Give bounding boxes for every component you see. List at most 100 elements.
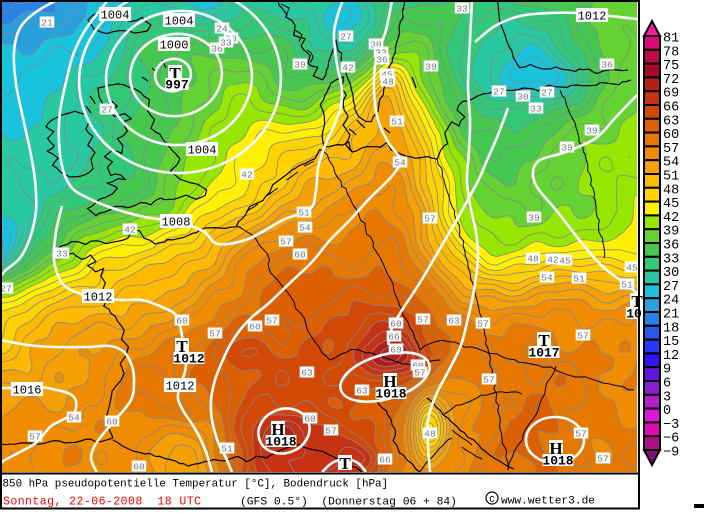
svg-text:63: 63 — [356, 386, 368, 397]
svg-text:21: 21 — [663, 308, 679, 323]
svg-text:1012: 1012 — [166, 380, 195, 394]
svg-text:27: 27 — [493, 87, 504, 98]
svg-text:1012: 1012 — [173, 352, 204, 367]
svg-text:48: 48 — [382, 77, 394, 88]
svg-text:60: 60 — [390, 319, 402, 330]
svg-text:51: 51 — [221, 444, 233, 455]
svg-text:6: 6 — [663, 377, 671, 392]
svg-text:30: 30 — [370, 40, 382, 51]
svg-text:48: 48 — [424, 429, 436, 440]
svg-text:60: 60 — [663, 128, 679, 143]
svg-text:C: C — [489, 495, 495, 505]
svg-text:1004: 1004 — [101, 9, 130, 23]
svg-text:54: 54 — [663, 156, 679, 171]
svg-text:12: 12 — [663, 349, 679, 364]
svg-text:54: 54 — [394, 158, 406, 169]
svg-text:24: 24 — [216, 24, 228, 35]
svg-text:36: 36 — [211, 44, 223, 55]
svg-text:T: T — [538, 331, 550, 350]
svg-text:1016: 1016 — [13, 384, 42, 398]
svg-text:1000: 1000 — [160, 39, 189, 53]
svg-text:1004: 1004 — [188, 144, 217, 158]
svg-text:48: 48 — [527, 254, 539, 265]
svg-text:60: 60 — [304, 414, 316, 425]
svg-text:33: 33 — [456, 4, 468, 15]
svg-text:18: 18 — [663, 321, 679, 336]
svg-text:21: 21 — [41, 18, 53, 29]
svg-text:69: 69 — [663, 87, 679, 102]
svg-text:T: T — [631, 292, 643, 311]
svg-text:60: 60 — [133, 462, 145, 473]
svg-text:45: 45 — [381, 70, 393, 81]
svg-text:−9: −9 — [663, 446, 679, 461]
svg-text:1018: 1018 — [375, 387, 406, 402]
svg-text:54: 54 — [68, 413, 80, 424]
svg-text:39: 39 — [561, 143, 573, 154]
svg-text:57: 57 — [414, 368, 425, 379]
svg-text:75: 75 — [663, 59, 679, 74]
svg-text:36: 36 — [601, 60, 613, 71]
svg-text:1004: 1004 — [165, 15, 194, 29]
svg-text:33: 33 — [530, 104, 542, 115]
svg-text:66: 66 — [663, 101, 679, 116]
svg-text:33: 33 — [220, 38, 232, 49]
svg-text:63: 63 — [301, 368, 313, 379]
svg-text:1017: 1017 — [528, 346, 559, 361]
svg-text:57: 57 — [575, 429, 586, 440]
svg-text:60: 60 — [412, 361, 424, 372]
svg-text:54: 54 — [299, 223, 311, 234]
svg-text:57: 57 — [483, 375, 494, 386]
svg-text:78: 78 — [663, 45, 679, 60]
svg-text:57: 57 — [477, 319, 488, 330]
svg-text:27: 27 — [0, 284, 11, 295]
svg-text:H: H — [383, 372, 396, 391]
svg-text:72: 72 — [663, 73, 679, 88]
svg-text:36: 36 — [663, 239, 679, 254]
svg-text:33: 33 — [56, 249, 68, 260]
svg-text:51: 51 — [663, 170, 679, 185]
svg-text:39: 39 — [528, 213, 540, 224]
svg-text:57: 57 — [424, 214, 435, 225]
svg-text:60: 60 — [176, 316, 188, 327]
svg-text:39: 39 — [425, 62, 437, 73]
svg-text:33: 33 — [375, 48, 387, 59]
svg-text:51: 51 — [391, 117, 403, 128]
svg-text:9: 9 — [663, 363, 671, 378]
svg-text:www.wetter3.de: www.wetter3.de — [501, 496, 595, 508]
svg-text:60: 60 — [106, 417, 118, 428]
svg-text:57: 57 — [266, 316, 277, 327]
svg-text:36: 36 — [376, 55, 388, 66]
svg-text:−6: −6 — [663, 432, 679, 447]
svg-text:48: 48 — [663, 183, 679, 198]
svg-text:27: 27 — [541, 88, 552, 99]
svg-text:24: 24 — [663, 294, 679, 309]
svg-text:−3: −3 — [663, 418, 679, 433]
svg-text:57: 57 — [209, 329, 220, 340]
svg-text:57: 57 — [325, 426, 336, 437]
svg-text:57: 57 — [280, 237, 291, 248]
svg-text:1018: 1018 — [265, 435, 296, 450]
svg-text:51: 51 — [298, 208, 310, 219]
svg-text:42: 42 — [342, 63, 354, 74]
svg-text:57: 57 — [29, 432, 40, 443]
svg-text:27: 27 — [340, 32, 351, 43]
svg-text:51: 51 — [573, 274, 585, 285]
svg-text:39: 39 — [586, 126, 598, 137]
svg-text:(GFS 0.5°) (Donnerstag 06 + 8: (GFS 0.5°) (Donnerstag 06 + 84) — [240, 497, 457, 509]
svg-text:0: 0 — [663, 404, 671, 419]
svg-text:42: 42 — [124, 225, 136, 236]
svg-text:63: 63 — [448, 316, 460, 327]
svg-text:69: 69 — [390, 345, 402, 356]
svg-text:57: 57 — [417, 315, 428, 326]
svg-text:H: H — [271, 420, 284, 439]
svg-text:T: T — [176, 337, 188, 356]
svg-text:27: 27 — [663, 280, 679, 295]
svg-text:54: 54 — [541, 273, 553, 284]
svg-text:15: 15 — [663, 335, 679, 350]
svg-text:1012: 1012 — [578, 10, 607, 24]
svg-text:39: 39 — [294, 60, 306, 71]
svg-text:66: 66 — [379, 455, 391, 466]
svg-text:1008: 1008 — [162, 216, 191, 230]
svg-text:60: 60 — [294, 250, 306, 261]
svg-text:1012: 1012 — [84, 291, 113, 305]
